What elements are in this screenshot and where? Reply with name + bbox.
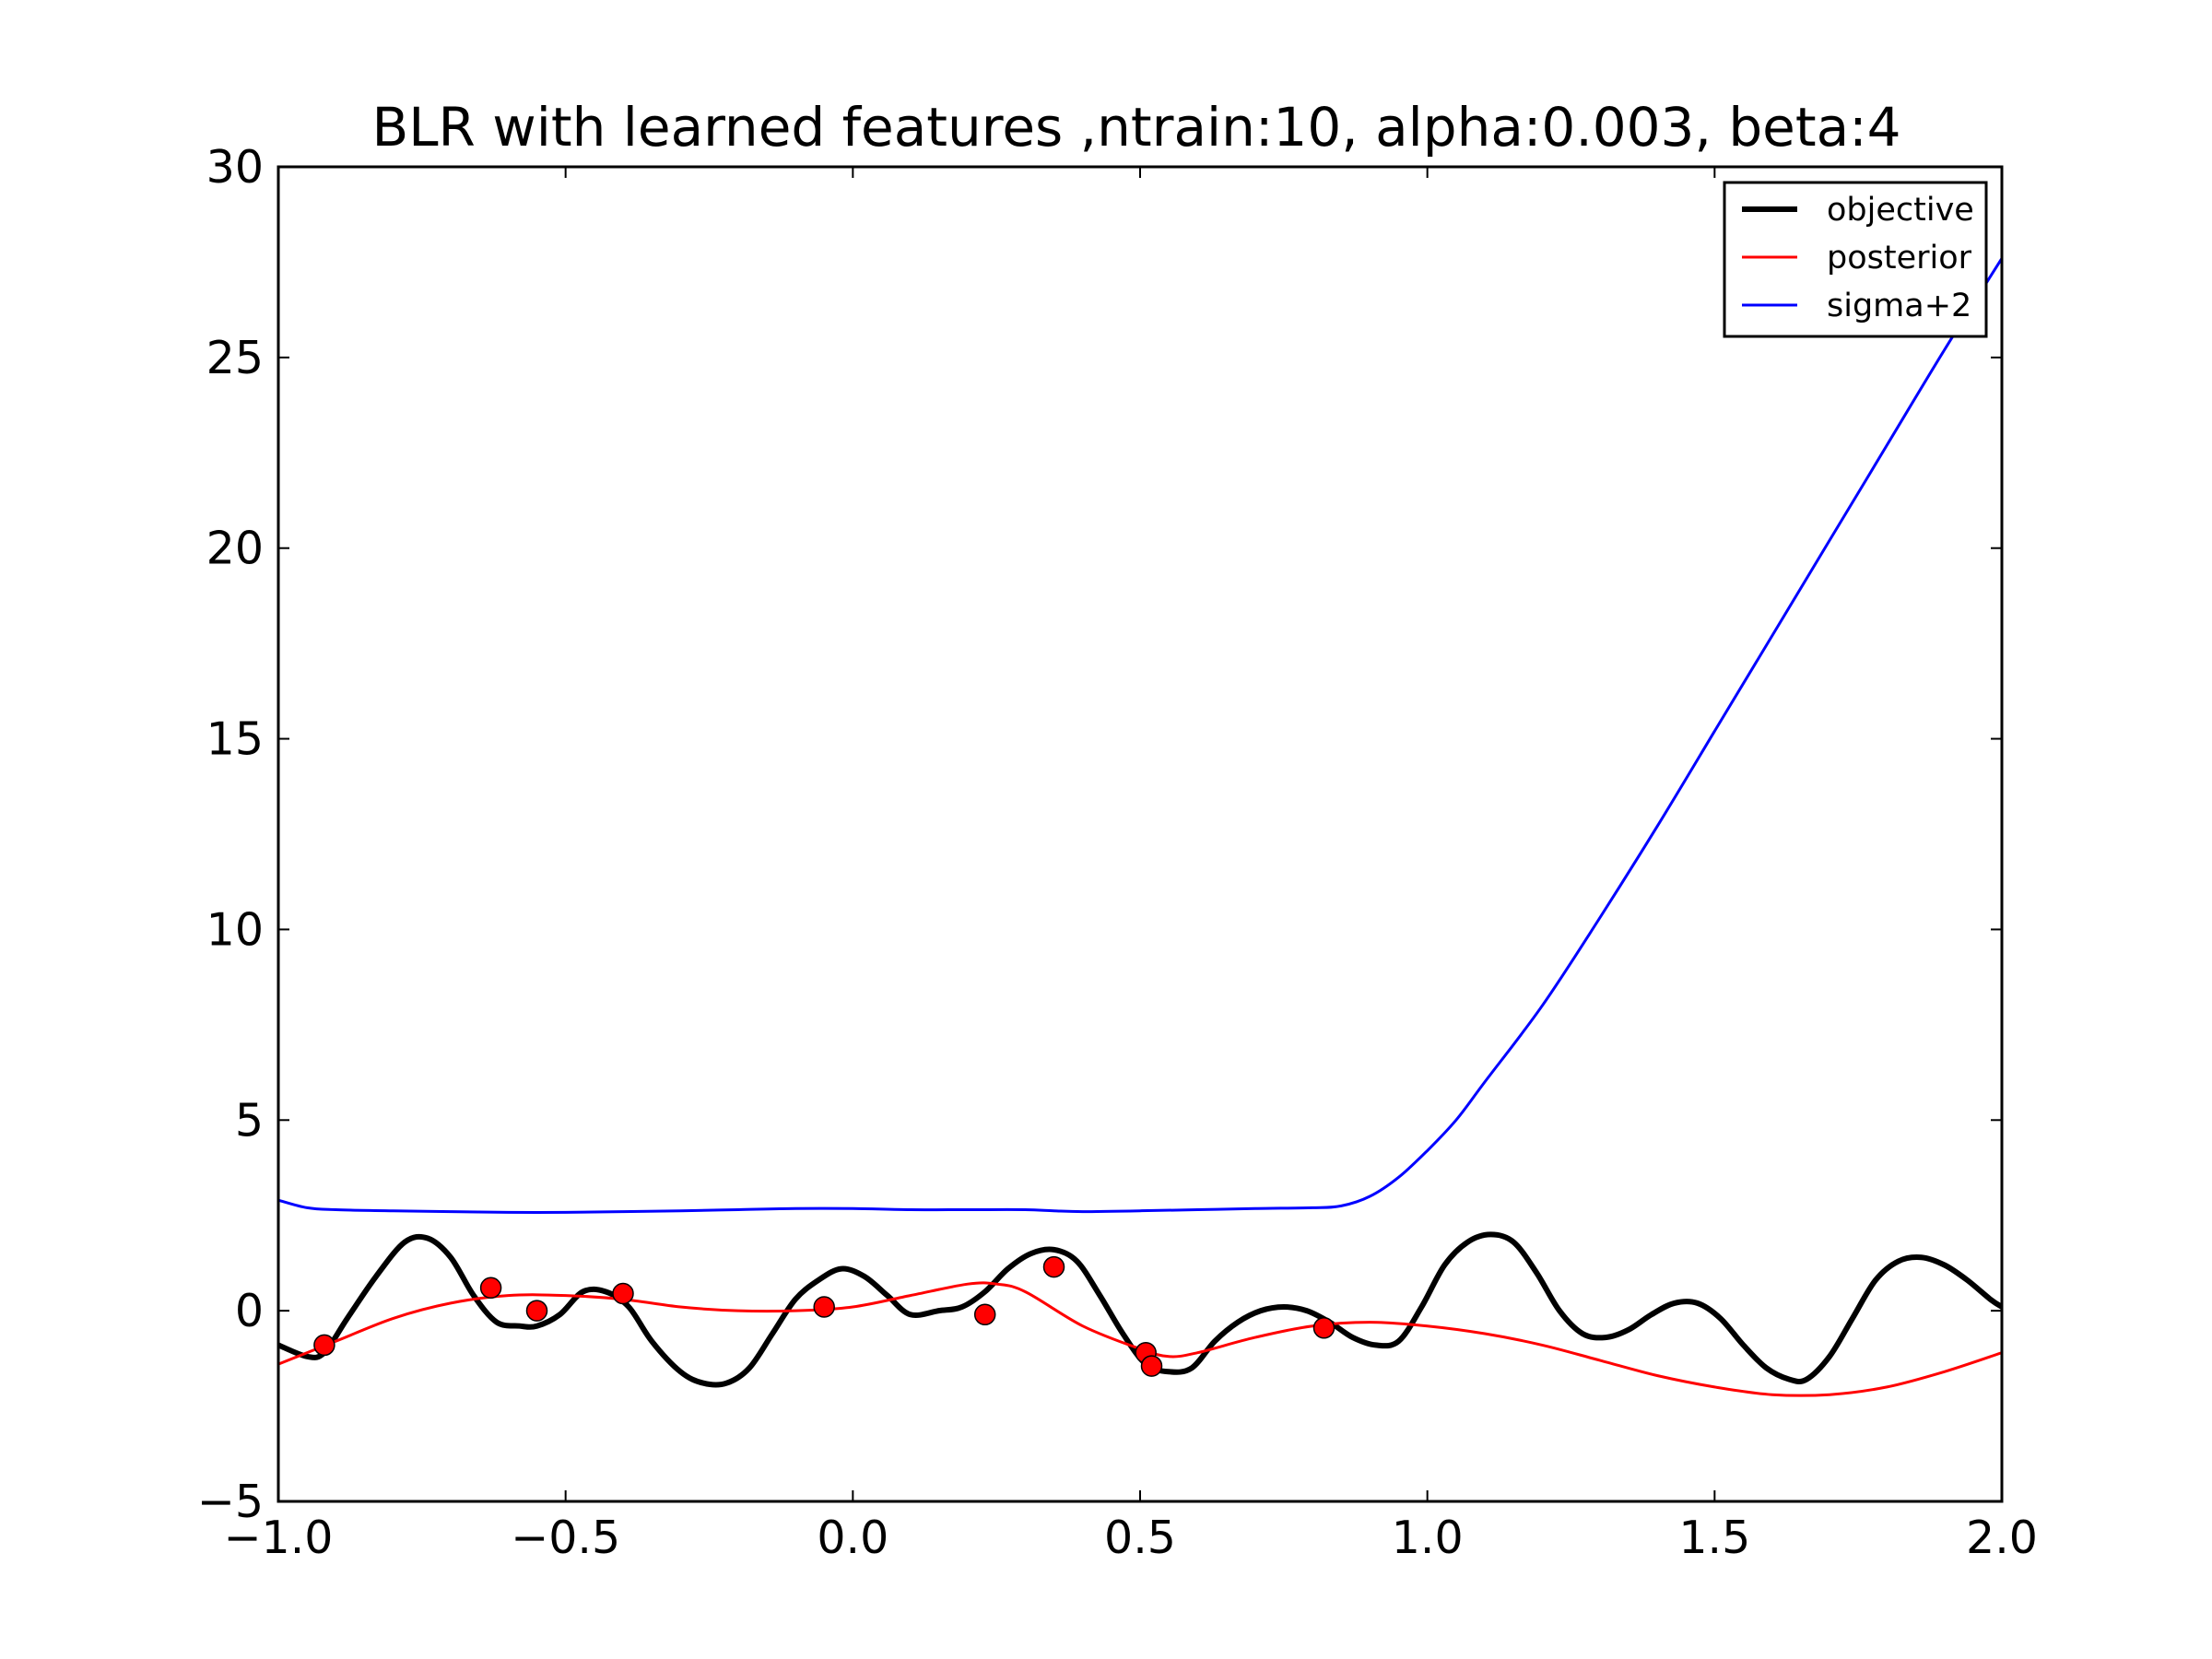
axis-ticks: −1.0 −0.5 0.0 0.5 1.0 1.5 2.0 −5 0 5 10 15 20 25 30 [197,141,2038,1564]
y-tick-label: 10 [206,903,264,956]
y-tick-label: 5 [235,1094,264,1147]
training-point [1042,1255,1065,1278]
training-point [313,1334,335,1357]
y-tick-label: 0 [235,1285,264,1337]
training-points [313,1255,1335,1377]
training-point [1312,1317,1335,1339]
y-tick-label: 15 [206,713,264,766]
x-tick-label: 1.5 [1678,1512,1750,1564]
y-tick-label: 25 [206,332,264,384]
y-tick-label: 30 [206,141,264,194]
legend-label-posterior: posterior [1827,240,1972,276]
x-tick-label: 2.0 [1966,1512,2038,1564]
legend: objective posterior sigma+2 [1723,181,1988,338]
training-point [612,1282,634,1305]
series-line-sigma-2 [278,257,2002,1214]
x-tick-label: −1.0 [224,1512,334,1564]
x-tick-label: −0.5 [511,1512,620,1564]
training-point [813,1296,835,1318]
y-tick-label: −5 [197,1476,264,1528]
x-tick-label: 1.0 [1392,1512,1464,1564]
training-point [973,1303,996,1326]
training-point [479,1277,502,1300]
legend-label-objective: objective [1827,192,1974,229]
training-point [1140,1355,1163,1377]
y-tick-label: 20 [206,523,264,575]
chart-title: BLR with learned features ,ntrain:10, al… [371,96,1900,159]
training-point [525,1300,548,1322]
x-tick-label: 0.0 [817,1512,888,1564]
x-tick-label: 0.5 [1104,1512,1176,1564]
legend-label-sigma: sigma+2 [1827,288,1971,324]
